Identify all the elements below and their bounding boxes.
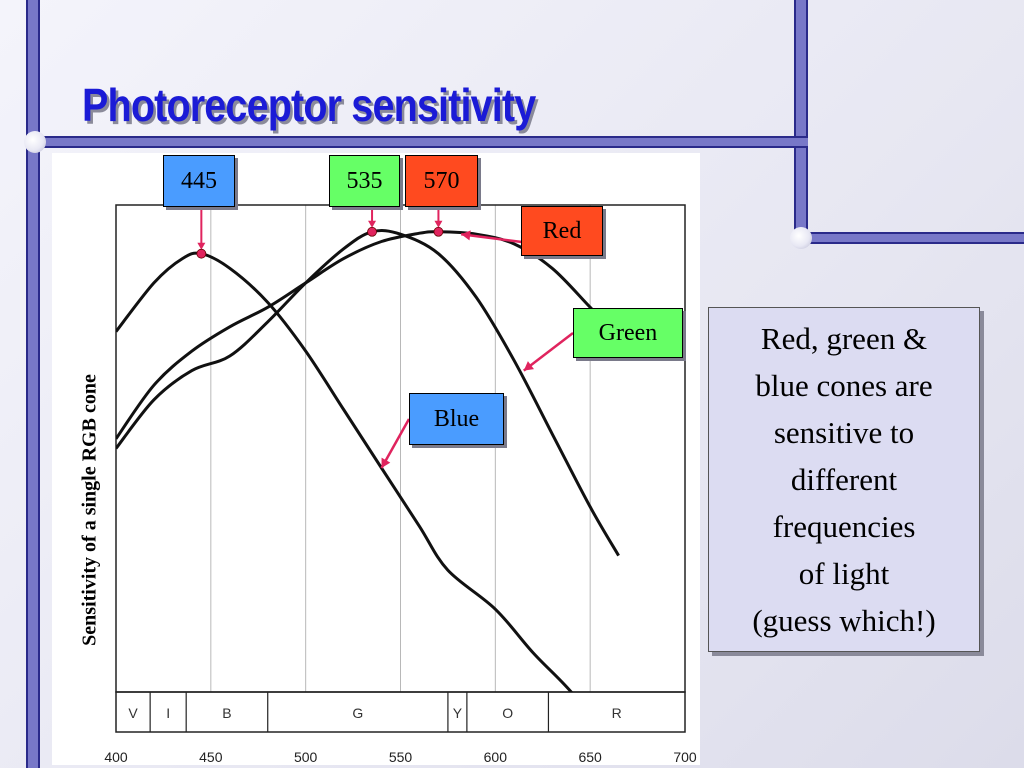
frame-right-arm [794,232,1024,244]
series-label-green: Green [573,308,683,358]
y-axis-label: Sensitivity of a single RGB cone [78,374,101,646]
series-label-red: Red [521,206,603,256]
peak-label-570: 570 [405,155,478,207]
explanation-text: Red, green & blue cones are sensitive to… [752,321,936,638]
peak-label-445: 445 [163,155,235,207]
frame-knob-left [24,131,46,153]
frame-left-bar [26,0,40,768]
series-label-blue: Blue [409,393,504,445]
peak-label-535: 535 [329,155,400,207]
frame-knob-right [790,227,812,249]
frame-right-bar [794,0,808,232]
frame-title-bar [26,136,808,148]
explanation-box: Red, green & blue cones are sensitive to… [708,307,980,652]
slide-title: Photoreceptor sensitivity [82,79,536,131]
